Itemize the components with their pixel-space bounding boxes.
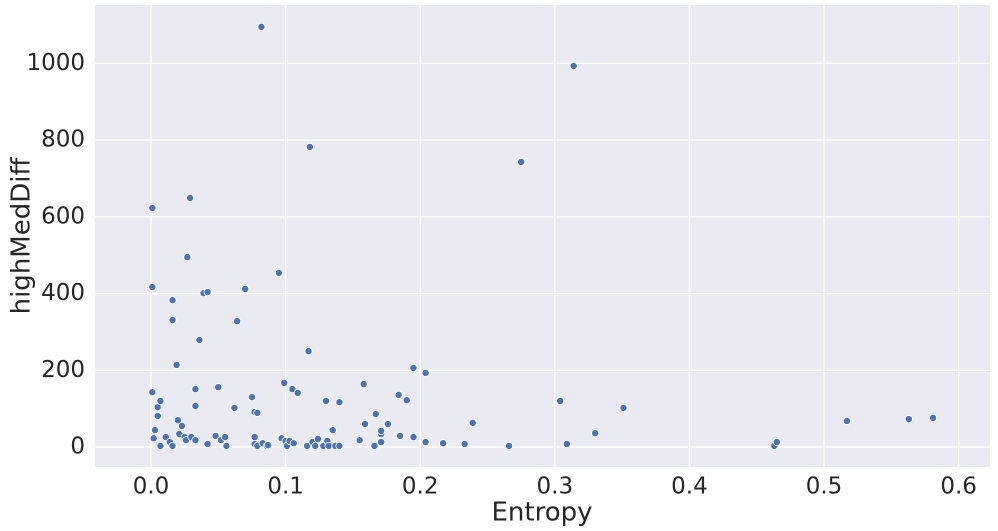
point — [274, 268, 283, 277]
point — [842, 416, 851, 425]
point — [195, 335, 204, 344]
point — [191, 385, 200, 394]
point — [183, 253, 192, 262]
point — [619, 403, 628, 412]
point — [257, 22, 266, 31]
point — [303, 441, 312, 450]
point — [222, 441, 231, 450]
y-tick-label: 400 — [41, 280, 85, 306]
point — [186, 194, 195, 203]
point — [421, 368, 430, 377]
point — [191, 436, 200, 445]
point — [468, 418, 477, 427]
point — [304, 347, 313, 356]
point — [383, 420, 392, 429]
point — [172, 360, 181, 369]
point — [460, 439, 469, 448]
point — [148, 283, 157, 292]
point — [904, 415, 913, 424]
point — [569, 62, 578, 71]
x-tick-label: 0.2 — [402, 474, 439, 500]
point — [168, 316, 177, 325]
point — [289, 439, 298, 448]
point — [156, 396, 165, 405]
point — [230, 403, 239, 412]
point — [321, 396, 330, 405]
point — [293, 388, 302, 397]
point — [377, 438, 386, 447]
point — [250, 433, 259, 442]
point — [324, 441, 333, 450]
x-tick-label: 0.3 — [537, 474, 574, 500]
point — [361, 420, 370, 429]
point — [359, 380, 368, 389]
point — [247, 393, 256, 402]
y-axis-label: highMedDiff — [7, 157, 37, 315]
point — [371, 410, 380, 419]
point — [396, 431, 405, 440]
point — [370, 441, 379, 450]
point — [280, 378, 289, 387]
point — [402, 396, 411, 405]
point — [288, 385, 297, 394]
point — [253, 408, 262, 417]
point — [556, 396, 565, 405]
point — [173, 416, 182, 425]
point — [148, 203, 157, 212]
x-tick-label: 0.1 — [267, 474, 304, 500]
point — [328, 426, 337, 435]
point — [191, 401, 200, 410]
marks — [148, 22, 938, 450]
point — [233, 317, 242, 326]
grid — [95, 5, 990, 467]
point — [409, 433, 418, 442]
y-tick-label: 0 — [70, 434, 85, 460]
point — [929, 413, 938, 422]
point — [772, 438, 781, 447]
point — [313, 434, 322, 443]
point — [335, 441, 344, 450]
point — [409, 363, 418, 372]
point — [149, 434, 158, 443]
point — [214, 383, 223, 392]
point — [517, 157, 526, 166]
point — [168, 441, 177, 450]
point — [562, 439, 571, 448]
plot-area — [95, 5, 990, 467]
point — [156, 441, 165, 450]
point — [153, 411, 162, 420]
point — [241, 284, 250, 293]
point — [591, 429, 600, 438]
point — [151, 426, 160, 435]
point — [505, 441, 514, 450]
point — [439, 439, 448, 448]
point — [203, 288, 212, 297]
point — [394, 390, 403, 399]
point — [211, 431, 220, 440]
x-tick-label: 0.0 — [133, 474, 170, 500]
point — [221, 433, 230, 442]
point — [421, 438, 430, 447]
point — [305, 142, 314, 151]
x-tick-label: 0.6 — [940, 474, 977, 500]
point — [335, 398, 344, 407]
point — [311, 441, 320, 450]
point — [177, 421, 186, 430]
x-tick-label: 0.4 — [671, 474, 708, 500]
point — [355, 436, 364, 445]
point — [377, 426, 386, 435]
x-tick-label: 0.5 — [806, 474, 843, 500]
point — [203, 439, 212, 448]
point — [264, 441, 273, 450]
point — [168, 296, 177, 305]
y-tick-label: 600 — [41, 203, 85, 229]
x-axis-label: Entropy — [491, 498, 592, 528]
point — [148, 388, 157, 397]
y-tick-label: 200 — [41, 357, 85, 383]
y-tick-label: 800 — [41, 127, 85, 153]
y-tick-label: 1000 — [26, 50, 85, 76]
